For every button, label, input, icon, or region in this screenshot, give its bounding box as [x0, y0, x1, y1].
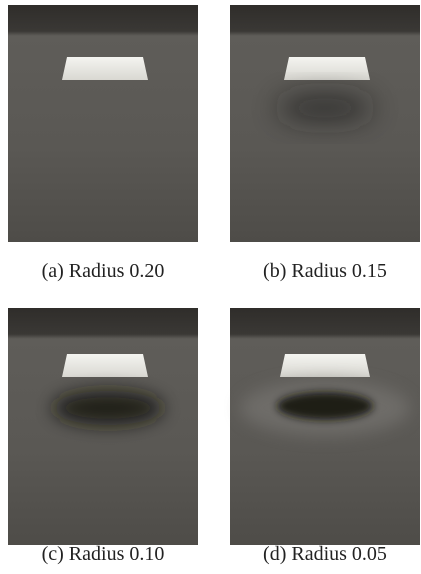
caption: (c) Radius 0.10: [42, 543, 165, 565]
panel-image: [230, 5, 420, 242]
shadow: [277, 392, 373, 420]
shadow: [53, 391, 163, 425]
panel-image: [8, 5, 198, 242]
render-background: [8, 5, 198, 242]
caption: (d) Radius 0.05: [263, 543, 387, 565]
shadow: [277, 96, 373, 120]
page: (a) Radius 0.20 (b) Radius 0.15 (c) Radi…: [0, 0, 421, 574]
render-background: [8, 308, 198, 545]
panel-image: [230, 308, 420, 545]
caption: (a) Radius 0.20: [42, 260, 165, 282]
panel-image: [8, 308, 198, 545]
light-source: [62, 354, 148, 377]
figure: (a) Radius 0.20 (b) Radius 0.15 (c) Radi…: [0, 0, 421, 574]
light-source: [284, 57, 370, 80]
light-source: [62, 57, 148, 80]
light-source: [280, 354, 370, 377]
render-background: [230, 5, 420, 242]
caption: (b) Radius 0.15: [263, 260, 387, 282]
